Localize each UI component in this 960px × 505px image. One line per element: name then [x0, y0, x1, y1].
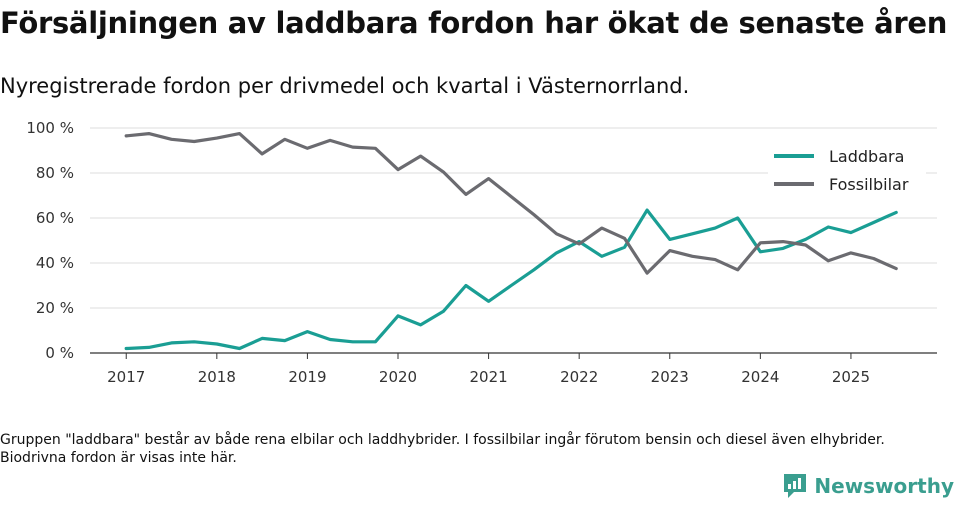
footnote: Gruppen "laddbara" består av både rena e… — [0, 432, 885, 466]
y-tick-label: 60 % — [36, 209, 74, 227]
series-line-laddbara — [124, 208, 898, 351]
brand[interactable]: Newsworthy — [782, 471, 954, 501]
y-tick-label: 20 % — [36, 299, 74, 317]
chart-subtitle: Nyregistrerade fordon per drivmedel och … — [0, 74, 690, 98]
y-tick-label: 0 % — [45, 344, 74, 362]
chart-title: Försäljningen av laddbara fordon har öka… — [0, 6, 948, 40]
legend-background — [768, 142, 926, 200]
x-tick-label: 2025 — [832, 368, 870, 386]
legend-label-fossilbilar: Fossilbilar — [829, 175, 909, 194]
x-axis-ticks: 2017 2018 2019 2020 2021 2022 2023 2024 2025 — [107, 353, 870, 386]
y-tick-label: 100 % — [26, 119, 74, 137]
y-tick-label: 40 % — [36, 254, 74, 272]
y-tick-label: 80 % — [36, 164, 74, 182]
x-tick-label: 2024 — [741, 368, 779, 386]
x-tick-label: 2018 — [198, 368, 236, 386]
line-chart: 0 % 20 % 40 % 60 % 80 % 100 % 2017 2018 2019 202… — [26, 119, 937, 386]
x-tick-label: 2023 — [651, 368, 689, 386]
x-tick-label: 2022 — [560, 368, 598, 386]
x-tick-label: 2019 — [288, 368, 326, 386]
legend-label-laddbara: Laddbara — [829, 147, 904, 166]
series-lines — [124, 132, 898, 351]
brand-name: Newsworthy — [814, 474, 954, 498]
x-tick-label: 2017 — [107, 368, 145, 386]
legend: Laddbara Fossilbilar — [768, 142, 926, 200]
x-tick-label: 2020 — [379, 368, 417, 386]
series-line-fossilbilar — [124, 132, 898, 275]
y-axis-ticks: 0 % 20 % 40 % 60 % 80 % 100 % — [26, 119, 74, 362]
x-tick-label: 2021 — [469, 368, 507, 386]
newsworthy-logo-icon — [784, 474, 807, 498]
